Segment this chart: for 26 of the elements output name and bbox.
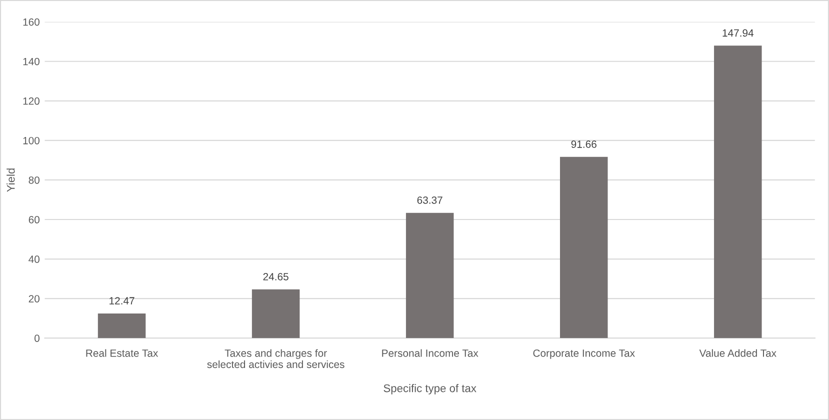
y-tick-label: 120 <box>23 97 40 105</box>
x-axis-title: Specific type of tax <box>384 384 476 394</box>
x-tick-label: Real Estate Tax <box>86 349 158 357</box>
data-label: 91.66 <box>571 140 596 148</box>
y-tick-label: 160 <box>23 18 40 26</box>
data-label: 147.94 <box>722 29 754 37</box>
x-tick-label: Corporate Income Tax <box>533 349 635 359</box>
bar <box>252 289 300 338</box>
y-tick-label: 60 <box>28 216 40 224</box>
y-tick-label: 0 <box>34 334 40 342</box>
bar <box>714 46 762 338</box>
y-axis-title: Yield <box>6 168 15 192</box>
bar <box>560 156 608 338</box>
data-label: 63.37 <box>417 196 442 204</box>
data-label: 24.65 <box>263 272 288 280</box>
y-tick-label: 140 <box>23 58 40 66</box>
x-tick-label: Value Added Tax <box>699 349 776 357</box>
bar <box>98 313 146 338</box>
x-tick-label: Personal Income Tax <box>382 349 478 357</box>
y-tick-label: 80 <box>28 176 40 184</box>
data-label: 12.47 <box>110 297 134 304</box>
y-tick-label: 40 <box>28 256 40 263</box>
bar <box>406 212 454 338</box>
y-tick-label: 20 <box>28 295 40 302</box>
y-tick-label: 100 <box>23 136 40 144</box>
x-tick-label: Taxes and charges for selected activies and services <box>207 349 344 368</box>
